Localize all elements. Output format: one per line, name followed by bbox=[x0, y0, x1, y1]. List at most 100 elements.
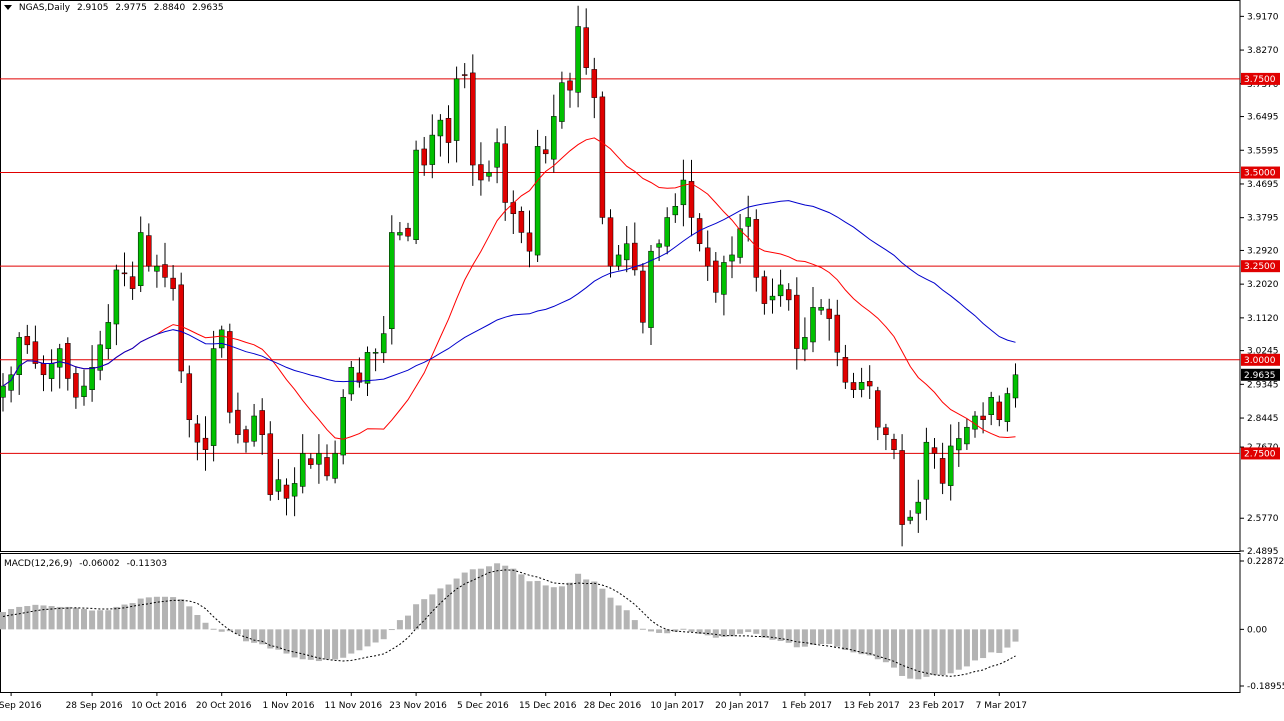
candle-body bbox=[810, 307, 816, 343]
macd-tick-label: 0.22872 bbox=[1247, 557, 1284, 567]
macd-histogram-bar bbox=[469, 569, 476, 630]
candle-body bbox=[218, 329, 225, 349]
candle-body bbox=[291, 483, 298, 497]
macd-histogram-bar bbox=[332, 629, 339, 660]
macd-histogram-bar bbox=[874, 629, 881, 660]
macd-histogram-bar bbox=[445, 584, 452, 630]
candle-body bbox=[526, 232, 533, 252]
macd-histogram-bar bbox=[259, 629, 266, 645]
candle-body bbox=[761, 276, 768, 304]
date-tick-label: 13 Feb 2017 bbox=[844, 701, 900, 711]
candle-body bbox=[648, 250, 654, 328]
level-label: 3.2500 bbox=[1244, 262, 1276, 272]
macd-histogram-bar bbox=[218, 629, 225, 632]
macd-histogram-bar bbox=[955, 629, 962, 670]
candle-body bbox=[146, 235, 152, 267]
macd-histogram-bar bbox=[899, 629, 906, 676]
candle-body bbox=[842, 357, 849, 383]
macd-histogram-bar bbox=[753, 629, 760, 634]
candle-body bbox=[121, 272, 128, 275]
macd-histogram-bar bbox=[858, 629, 865, 655]
candle-body bbox=[267, 433, 274, 495]
candle-body bbox=[137, 232, 144, 286]
main-chart-header: NGAS,Daily 2.9105 2.9775 2.8840 2.9635 bbox=[4, 3, 228, 13]
candle-body bbox=[421, 148, 427, 166]
macd-histogram-bar bbox=[170, 597, 177, 630]
macd-tick-label: -0.18955 bbox=[1247, 682, 1284, 692]
macd-histogram-bar bbox=[510, 568, 517, 630]
macd-histogram-bar bbox=[623, 610, 630, 630]
candle-body bbox=[931, 447, 938, 454]
macd-histogram-bar bbox=[64, 606, 71, 630]
macd-histogram-bar bbox=[558, 586, 565, 630]
price-tick-label: 3.6495 bbox=[1247, 113, 1279, 123]
macd-histogram-bar bbox=[672, 629, 679, 632]
price-tick-label: 2.9345 bbox=[1247, 380, 1279, 390]
candle-body bbox=[494, 142, 500, 168]
macd-histogram-bar bbox=[388, 629, 395, 631]
candle-body bbox=[251, 415, 257, 442]
current-price-box bbox=[1241, 368, 1280, 381]
macd-signal-line bbox=[2, 569, 1016, 677]
candle-body bbox=[680, 179, 687, 206]
date-tick-label: 16 Sep 2016 bbox=[0, 701, 42, 711]
level-label: 3.0000 bbox=[1244, 356, 1276, 366]
candle-body bbox=[850, 382, 857, 391]
candle-body bbox=[980, 415, 986, 420]
macd-histogram-bar bbox=[583, 579, 590, 630]
macd-histogram-bar bbox=[688, 629, 695, 632]
date-tick-label: 1 Feb 2017 bbox=[782, 701, 832, 711]
macd-histogram-bar bbox=[89, 610, 96, 630]
candle-body bbox=[632, 242, 638, 271]
candle-body bbox=[162, 264, 168, 278]
candle-body bbox=[453, 78, 460, 141]
price-tick-label: 3.3795 bbox=[1247, 214, 1279, 224]
chart-menu-triangle-icon[interactable] bbox=[4, 5, 12, 10]
macd-histogram-bar bbox=[1004, 629, 1011, 648]
candle-body bbox=[559, 82, 565, 122]
macd-histogram-bar bbox=[453, 578, 460, 630]
macd-histogram-bar bbox=[769, 629, 776, 640]
candle-body bbox=[48, 363, 55, 379]
candle-body bbox=[899, 450, 905, 525]
level-label-box bbox=[1241, 166, 1280, 179]
candle-body bbox=[243, 429, 249, 443]
macd-histogram-bar bbox=[923, 629, 930, 677]
candle-body bbox=[1012, 374, 1019, 399]
date-tick-label: 10 Oct 2016 bbox=[131, 701, 187, 711]
candle-body bbox=[89, 367, 95, 390]
macd-histogram-bar bbox=[429, 594, 436, 630]
macd-histogram-bar bbox=[866, 629, 873, 656]
candle-body bbox=[97, 344, 103, 371]
candle-body bbox=[1004, 393, 1011, 422]
date-tick-label: 28 Dec 2016 bbox=[584, 701, 642, 711]
macd-histogram-bar bbox=[939, 629, 946, 676]
candle-body bbox=[510, 202, 517, 214]
candle-body bbox=[794, 294, 800, 349]
candle-body bbox=[340, 397, 346, 456]
level-label-box bbox=[1241, 72, 1280, 85]
macd-histogram-bar bbox=[534, 580, 541, 630]
macd-histogram-bar bbox=[105, 610, 112, 630]
level-label-box bbox=[1241, 447, 1280, 460]
macd-histogram-bar bbox=[1012, 629, 1019, 642]
ohlc-open: 2.9105 bbox=[76, 3, 109, 13]
date-tick-label: 5 Dec 2016 bbox=[457, 701, 509, 711]
candle-body bbox=[235, 409, 241, 435]
candle-body bbox=[704, 247, 711, 267]
macd-histogram-bar bbox=[348, 629, 355, 654]
candle-body bbox=[753, 219, 760, 278]
macd-histogram-bar bbox=[639, 628, 646, 630]
candle-body bbox=[194, 423, 201, 443]
price-tick-label: 3.2920 bbox=[1247, 246, 1279, 256]
candle-body bbox=[324, 457, 330, 477]
macd-histogram-bar bbox=[137, 598, 144, 630]
macd-histogram-bar bbox=[72, 607, 79, 630]
macd-histogram-bar bbox=[712, 629, 719, 638]
macd-histogram-bar bbox=[575, 573, 582, 630]
macd-histogram-bar bbox=[340, 629, 347, 658]
candle-body bbox=[461, 74, 468, 76]
level-label: 3.7500 bbox=[1244, 75, 1276, 85]
macd-histogram-bar bbox=[299, 629, 306, 660]
